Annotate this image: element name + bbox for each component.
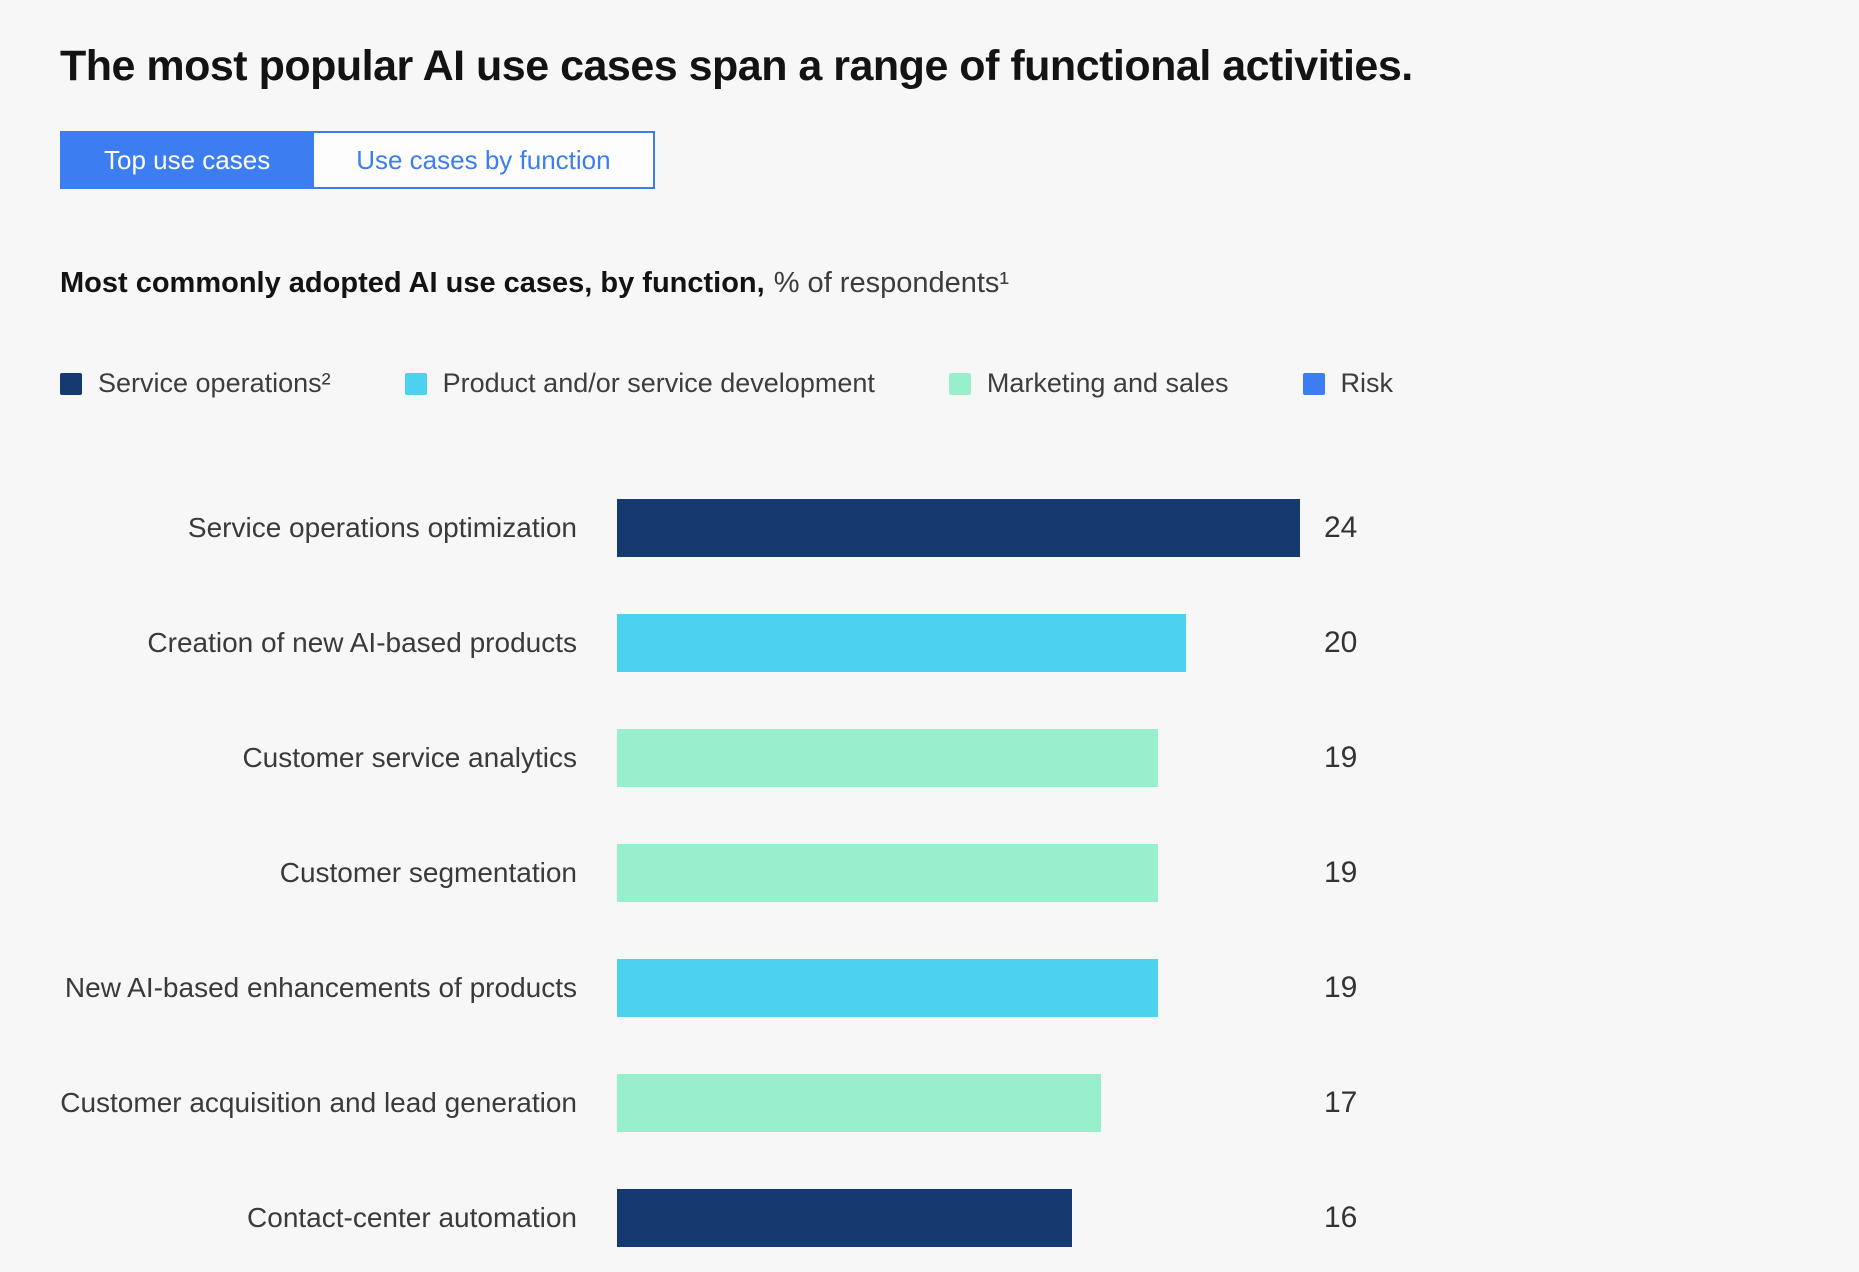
legend-item: Risk bbox=[1302, 368, 1394, 399]
bar bbox=[617, 1189, 1073, 1247]
chart-subtitle-bold: Most commonly adopted AI use cases, by f… bbox=[60, 267, 765, 299]
bar-row: New AI-based enhancements of products 19 bbox=[60, 959, 1799, 1017]
chart-legend: Service operations² Product and/or servic… bbox=[60, 368, 1799, 399]
bar-label: Creation of new AI-based products bbox=[147, 627, 577, 658]
bar-label: Customer service analytics bbox=[242, 742, 577, 773]
bar-value: 20 bbox=[1324, 626, 1358, 659]
bar-value: 19 bbox=[1324, 971, 1358, 1004]
bar-track bbox=[617, 729, 1300, 787]
bar-track bbox=[617, 614, 1300, 672]
legend-label: Marketing and sales bbox=[986, 368, 1229, 398]
bar-value: 19 bbox=[1324, 856, 1358, 889]
bar-label: New AI-based enhancements of products bbox=[64, 972, 577, 1003]
tab-top-use-cases[interactable]: Top use cases bbox=[62, 133, 313, 187]
bar bbox=[617, 729, 1158, 787]
bar-row: Customer segmentation 19 bbox=[60, 844, 1799, 902]
legend-label: Product and/or service development bbox=[442, 368, 875, 398]
legend-item: Product and/or service development bbox=[404, 368, 875, 399]
bar-track bbox=[617, 1189, 1300, 1247]
bar-row: Creation of new AI-based products 20 bbox=[60, 614, 1799, 672]
bar-value: 24 bbox=[1324, 511, 1358, 544]
legend-swatch bbox=[948, 372, 971, 395]
bar-label: Customer segmentation bbox=[279, 857, 577, 888]
bar bbox=[617, 614, 1187, 672]
chart-subtitle: Most commonly adopted AI use cases, by f… bbox=[60, 267, 1799, 300]
legend-swatch bbox=[404, 372, 427, 395]
bar-row: Customer acquisition and lead generation… bbox=[60, 1074, 1799, 1132]
bar-track bbox=[617, 499, 1300, 557]
legend-item: Service operations² bbox=[60, 368, 331, 399]
legend-item: Marketing and sales bbox=[948, 368, 1229, 399]
bar bbox=[617, 844, 1158, 902]
bar-label: Service operations optimization bbox=[187, 512, 577, 543]
bar-row: Service operations optimization 24 bbox=[60, 499, 1799, 557]
chart-subtitle-unit: % of respondents¹ bbox=[773, 267, 1010, 299]
bar-chart: Service operations optimization 24 Creatio… bbox=[60, 499, 1799, 1247]
bar-row: Contact-center automation 16 bbox=[60, 1189, 1799, 1247]
bar-track bbox=[617, 959, 1300, 1017]
tab-use-cases-by-function[interactable]: Use cases by function bbox=[312, 133, 653, 187]
legend-swatch bbox=[1302, 372, 1325, 395]
tab-label: Use cases by function bbox=[356, 144, 611, 175]
legend-swatch bbox=[60, 372, 82, 395]
bar-row: Customer service analytics 19 bbox=[60, 729, 1799, 787]
bar-label: Contact-center automation bbox=[247, 1202, 577, 1233]
bar bbox=[617, 499, 1300, 557]
tab-group: Top use cases Use cases by function bbox=[60, 131, 655, 189]
bar-value: 17 bbox=[1324, 1086, 1358, 1119]
bar-track bbox=[617, 844, 1300, 902]
bar-label: Customer acquisition and lead generation bbox=[60, 1087, 577, 1118]
legend-label: Risk bbox=[1340, 368, 1394, 398]
bar bbox=[617, 959, 1158, 1017]
bar-value: 19 bbox=[1324, 741, 1358, 774]
bar bbox=[617, 1074, 1101, 1132]
bar-value: 16 bbox=[1324, 1201, 1358, 1234]
legend-label: Service operations² bbox=[98, 368, 331, 398]
bar-track bbox=[617, 1074, 1300, 1132]
tab-label: Top use cases bbox=[104, 144, 271, 175]
page-title: The most popular AI use cases span a ran… bbox=[60, 42, 1413, 90]
